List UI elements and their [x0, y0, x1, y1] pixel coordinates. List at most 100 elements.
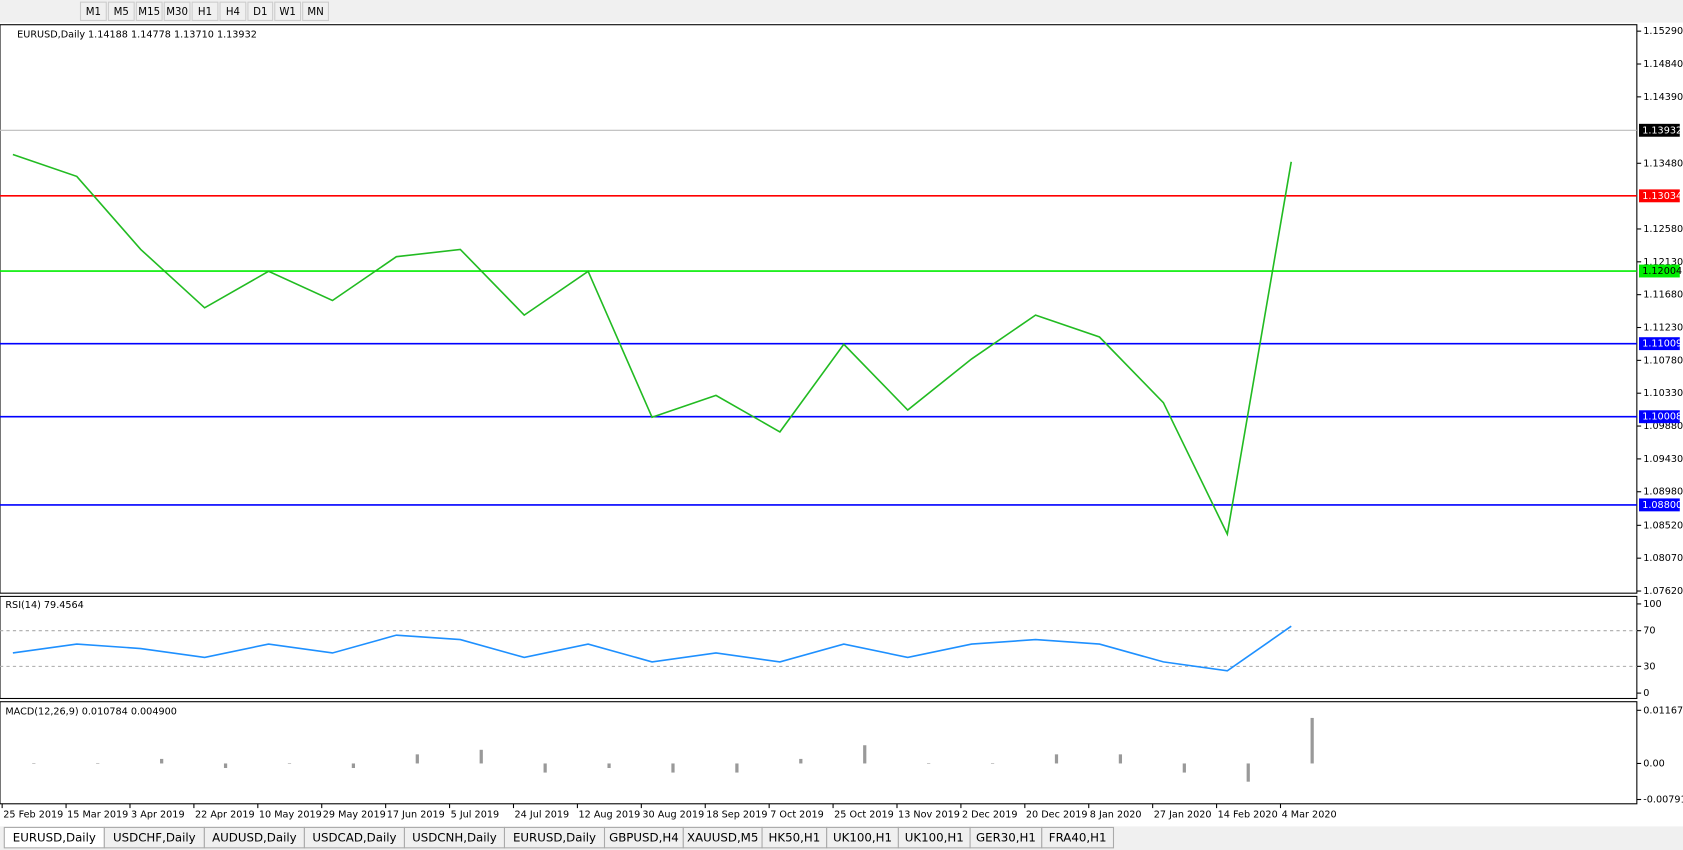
- timeframe-label[interactable]: H1: [198, 7, 212, 18]
- y-tick-label: 1.12580: [1643, 224, 1683, 235]
- y-tick-label: 1.10780: [1643, 355, 1683, 366]
- x-tick-label: 17 Jun 2019: [387, 810, 445, 821]
- macd-bar: [223, 763, 228, 769]
- y-tick-label: 0: [1643, 688, 1649, 699]
- x-tick-label: 7 Oct 2019: [770, 810, 824, 821]
- x-tick-label: 5 Jul 2019: [451, 810, 499, 821]
- panel-title: EURUSD,Daily: [17, 29, 85, 40]
- chart-tab-label[interactable]: GER30,H1: [976, 831, 1036, 845]
- chart-tab-label[interactable]: UK100,H1: [833, 831, 892, 845]
- macd-bar: [1246, 763, 1250, 782]
- timeframe-button[interactable]: [219, 1, 247, 21]
- x-tick-label: 30 Aug 2019: [642, 810, 704, 821]
- x-tick-label: 20 Dec 2019: [1026, 810, 1088, 821]
- price-level-tag: [1638, 410, 1680, 424]
- timeframe-button[interactable]: [302, 1, 329, 21]
- x-tick-label: 25 Feb 2019: [3, 810, 63, 821]
- timeframe-button[interactable]: [247, 1, 274, 21]
- macd-bar: [927, 763, 931, 764]
- macd-bar: [479, 749, 483, 764]
- x-tick-label: 27 Jan 2020: [1154, 810, 1212, 821]
- macd-bar: [160, 758, 164, 764]
- y-tick-label: 1.09430: [1643, 454, 1683, 465]
- y-tick-label: 1.10330: [1643, 388, 1683, 399]
- price-line: [12, 625, 1292, 672]
- toolbar: [0, 0, 1683, 23]
- x-tick-label: 3 Apr 2019: [131, 810, 185, 821]
- macd-bar: [351, 763, 356, 769]
- timeframe-button[interactable]: [274, 1, 302, 21]
- timeframe-label[interactable]: MN: [307, 7, 323, 18]
- macd-bar: [96, 763, 100, 764]
- chart-tab-label[interactable]: HK50,H1: [769, 831, 821, 845]
- y-tick-label: 0.00: [1643, 758, 1665, 769]
- price-level-label: 1.13034: [1642, 191, 1682, 202]
- macd-bar: [1118, 754, 1123, 764]
- timeframe-label[interactable]: M1: [86, 7, 101, 18]
- chart-tab-label[interactable]: USDCHF,Daily: [113, 831, 196, 845]
- macd-bar: [735, 763, 739, 773]
- x-tick-label: 14 Feb 2020: [1218, 810, 1278, 821]
- price-level-label: 1.12004: [1642, 266, 1682, 277]
- macd-bar: [607, 763, 611, 769]
- timeframe-button[interactable]: [135, 1, 163, 21]
- price-level-label: 1.11009: [1642, 339, 1682, 350]
- timeframe-label[interactable]: W1: [279, 7, 296, 18]
- price-level-tag: [1638, 498, 1680, 512]
- panel-title: MACD(12,26,9) 0.010784 0.004900: [5, 706, 177, 717]
- y-tick-label: 70: [1643, 626, 1655, 637]
- y-tick-label: 1.12130: [1643, 257, 1683, 268]
- y-tick-label: 1.08070: [1643, 553, 1683, 564]
- timeframe-label[interactable]: D1: [253, 7, 267, 18]
- y-tick-label: 1.14840: [1643, 59, 1683, 70]
- y-tick-label: 1.08520: [1643, 520, 1683, 531]
- chart-tab-label[interactable]: FRA40,H1: [1049, 831, 1107, 845]
- chart-tab-label[interactable]: AUDUSD,Daily: [212, 831, 297, 845]
- y-tick-label: 1.15290: [1643, 26, 1683, 37]
- main-panel: [0, 24, 1638, 594]
- x-tick-label: 2 Dec 2019: [962, 810, 1018, 821]
- x-tick-label: 24 Jul 2019: [515, 810, 570, 821]
- macd-panel: [0, 701, 1638, 805]
- chart-tab-label[interactable]: EURUSD,Daily: [13, 831, 96, 845]
- macd-bar: [1182, 763, 1186, 773]
- macd-bar: [1310, 717, 1314, 764]
- macd-bar: [990, 763, 995, 764]
- macd-bar: [863, 745, 867, 764]
- timeframe-button[interactable]: [107, 1, 135, 21]
- y-tick-label: 1.13480: [1643, 158, 1683, 169]
- macd-bar: [671, 763, 675, 773]
- timeframe-button[interactable]: [79, 1, 107, 21]
- x-tick-label: 13 Nov 2019: [898, 810, 960, 821]
- timeframe-label[interactable]: H4: [226, 7, 240, 18]
- timeframe-label[interactable]: M15: [138, 7, 160, 18]
- timeframe-label[interactable]: M30: [166, 7, 188, 18]
- y-tick-label: 1.11680: [1643, 290, 1683, 301]
- chart-tab-label[interactable]: UK100,H1: [905, 831, 964, 845]
- macd-bar: [799, 758, 803, 764]
- x-tick-label: 25 Oct 2019: [834, 810, 894, 821]
- macd-bar: [287, 763, 292, 764]
- panel-ohlc: 1.14188 1.14778 1.13710 1.13932: [88, 29, 257, 40]
- price-level-tag: [1638, 189, 1680, 203]
- timeframe-button[interactable]: [163, 1, 191, 21]
- y-tick-label: 1.08980: [1643, 487, 1683, 498]
- chart-tab[interactable]: [1041, 826, 1115, 849]
- timeframe-label[interactable]: M5: [114, 7, 129, 18]
- macd-bar: [415, 754, 419, 764]
- y-tick-label: 0.011675: [1643, 705, 1683, 716]
- macd-bar: [32, 763, 36, 764]
- y-tick-label: 30: [1643, 661, 1655, 672]
- chart-tab-label[interactable]: GBPUSD,H4: [609, 831, 679, 845]
- chart-tab-label[interactable]: USDCNH,Daily: [412, 831, 497, 845]
- price-level-label: 1.08800: [1642, 500, 1682, 511]
- timeframe-button[interactable]: [191, 1, 219, 21]
- y-tick-label: -0.007915: [1643, 794, 1683, 805]
- chart-tab-label[interactable]: XAUUSD,M5: [687, 831, 758, 845]
- x-tick-label: 15 Mar 2019: [67, 810, 128, 821]
- chart-tab-label[interactable]: EURUSD,Daily: [513, 831, 596, 845]
- chart-tab-label[interactable]: USDCAD,Daily: [312, 831, 396, 845]
- y-tick-label: 100: [1643, 599, 1661, 610]
